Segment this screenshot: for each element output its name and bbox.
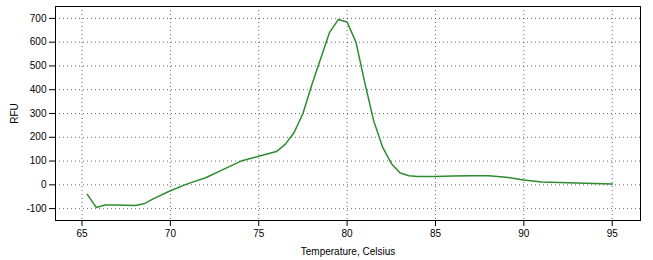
svg-text:80: 80 [342, 228, 354, 239]
svg-text:75: 75 [253, 228, 265, 239]
svg-text:-100: -100 [26, 203, 46, 214]
svg-text:90: 90 [518, 228, 530, 239]
svg-text:0: 0 [41, 179, 47, 190]
svg-text:85: 85 [430, 228, 442, 239]
svg-text:600: 600 [30, 36, 47, 47]
svg-text:Temperature, Celsius: Temperature, Celsius [301, 246, 395, 257]
svg-text:100: 100 [30, 155, 47, 166]
svg-text:70: 70 [165, 228, 177, 239]
svg-text:400: 400 [30, 84, 47, 95]
svg-text:65: 65 [76, 228, 88, 239]
svg-text:RFU: RFU [9, 103, 20, 124]
svg-text:300: 300 [30, 108, 47, 119]
svg-text:95: 95 [607, 228, 619, 239]
svg-text:700: 700 [30, 13, 47, 24]
svg-text:500: 500 [30, 60, 47, 71]
svg-text:200: 200 [30, 131, 47, 142]
